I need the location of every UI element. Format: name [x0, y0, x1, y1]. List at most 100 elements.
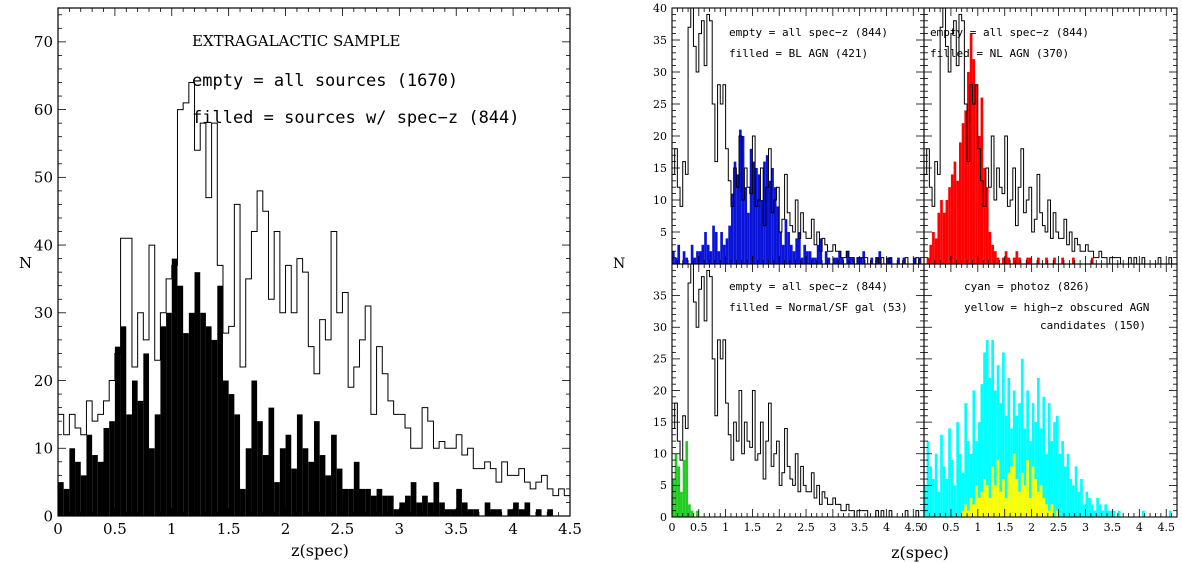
panel1-bar-1-20 — [977, 136, 981, 264]
panel0-bar-1-14 — [709, 251, 713, 264]
left-y-tick-label: 60 — [34, 101, 53, 119]
left-bar-1-86 — [547, 509, 553, 516]
left-bar-1-76 — [490, 509, 497, 516]
panel3-bar-0-65 — [1098, 504, 1102, 517]
panel0-bar-1-92 — [918, 257, 922, 264]
panel0-bar-1-11 — [701, 244, 705, 264]
panel0-bar-1-35 — [765, 155, 769, 264]
left-x-tick-label: 2.5 — [331, 520, 355, 538]
panel3-bar-0-61 — [1088, 498, 1091, 517]
panel0-bar-1-90 — [913, 257, 916, 264]
panel3-bar-1-27 — [996, 460, 1000, 517]
panel1-bar-1-34 — [1015, 251, 1019, 264]
panel3-bar-0-43 — [1039, 428, 1043, 517]
left-y-tick-label: 40 — [34, 236, 53, 254]
panel1-bar-1-62 — [1090, 257, 1094, 264]
panel1-bar-1-48 — [1053, 257, 1056, 264]
panel0-bar-1-1 — [674, 257, 678, 264]
panel3-bar-1-29 — [1002, 479, 1005, 517]
panel3-bar-0-70 — [1112, 510, 1116, 517]
left-bar-1-34 — [251, 380, 258, 516]
panel3-bar-0-50 — [1058, 453, 1062, 517]
panel1-bar-1-39 — [1028, 257, 1032, 264]
panel0-bar-1-53 — [814, 257, 817, 264]
left-bar-1-1 — [63, 488, 70, 516]
left-bar-1-15 — [143, 353, 150, 516]
panel3-bar-0-12 — [956, 422, 959, 517]
left-bar-1-20 — [171, 258, 178, 516]
panel3-bar-0-49 — [1055, 415, 1059, 517]
panel1-bar-1-11 — [953, 161, 957, 264]
panel3-bar-0-34 — [1015, 415, 1019, 517]
panel3-bar-1-28 — [999, 491, 1003, 517]
panel3-bar-1-18 — [972, 504, 976, 517]
panel2-x-tick-label: 4.5 — [905, 521, 923, 534]
panel2-bar-1-4 — [682, 460, 686, 517]
panel0-bar-1-9 — [696, 251, 699, 264]
left-bar-1-69 — [450, 509, 457, 516]
left-bar-1-82 — [524, 502, 531, 516]
panel3-bar-0-27 — [996, 365, 1000, 517]
panel3-bar-1-26 — [993, 485, 997, 517]
left-bar-1-48 — [331, 434, 337, 516]
panel0-bar-1-18 — [720, 232, 723, 264]
panel0-bar-1-47 — [798, 232, 801, 264]
left-bar-1-71 — [461, 502, 468, 516]
panel1-bar-1-51 — [1061, 257, 1064, 264]
left-bar-1-77 — [496, 509, 502, 516]
left-bar-1-58 — [387, 495, 394, 516]
panel3-bar-0-68 — [1107, 510, 1110, 517]
left-bar-1-41 — [291, 468, 297, 516]
panel1-bar-1-8 — [945, 200, 949, 264]
left-bar-1-64 — [422, 495, 428, 516]
left-y-tick-label: 10 — [34, 440, 53, 458]
panel0-bar-1-61 — [835, 257, 839, 264]
panel0-y-tick-label: 30 — [653, 66, 667, 79]
panel1-bar-1-27 — [996, 257, 1000, 264]
left-bar-1-21 — [177, 285, 184, 516]
panel1-bar-1-30 — [1004, 251, 1008, 264]
panel3-bar-1-16 — [967, 510, 970, 517]
panel3-bar-0-2 — [929, 466, 933, 517]
panel2-x-tick-label: 3.5 — [851, 521, 869, 534]
panel3-bar-1-43 — [1039, 485, 1043, 517]
left-y-tick-label: 70 — [34, 33, 53, 51]
left-bar-1-68 — [444, 509, 451, 516]
left-bar-1-45 — [314, 421, 320, 516]
panel3-x-tick-label: 4.5 — [1157, 521, 1175, 534]
left-bar-1-18 — [160, 326, 167, 516]
panel0-bar-1-36 — [768, 180, 772, 264]
left-bar-1-46 — [319, 455, 326, 516]
panel2-x-tick-label: 4 — [883, 521, 890, 534]
panel3-bar-0-28 — [999, 403, 1003, 517]
panel3-bar-0-29 — [1002, 352, 1005, 517]
left-bar-1-47 — [325, 475, 332, 516]
left-bar-1-26 — [205, 326, 212, 516]
panel3-x-tick-label: 1 — [974, 521, 981, 534]
panel3-bar-0-62 — [1090, 504, 1094, 517]
left-x-axis-label: z(spec) — [291, 541, 349, 560]
panel3-bar-0-72 — [1117, 510, 1121, 517]
left-bar-1-30 — [228, 394, 235, 516]
panel0-bar-1-38 — [773, 187, 777, 264]
panel0-bar-1-4 — [682, 251, 686, 264]
left-bar-1-56 — [376, 488, 383, 516]
panel1-bar-1-19 — [975, 84, 978, 264]
panel0-bar-1-30 — [752, 161, 756, 264]
panel3-bar-1-25 — [991, 466, 994, 517]
left-bar-1-35 — [257, 421, 263, 516]
panel2-x-tick-label: 0 — [669, 521, 676, 534]
panel3-bar-0-10 — [950, 460, 954, 517]
panel1-bar-1-6 — [940, 200, 943, 264]
panel0-bar-1-60 — [832, 257, 836, 264]
panel1-bar-1-45 — [1045, 257, 1048, 264]
panel0-y-tick-label: 25 — [653, 98, 667, 111]
panel2-x-tick-label: 3 — [829, 521, 836, 534]
panel0-bar-1-43 — [787, 232, 790, 264]
panel3-bar-0-41 — [1034, 422, 1038, 517]
left-bar-1-50 — [342, 488, 349, 516]
left-bar-1-8 — [103, 427, 110, 516]
panel3-bar-0-25 — [991, 339, 994, 517]
panel0-bar-1-41 — [781, 244, 785, 264]
left-bar-1-60 — [399, 502, 406, 516]
